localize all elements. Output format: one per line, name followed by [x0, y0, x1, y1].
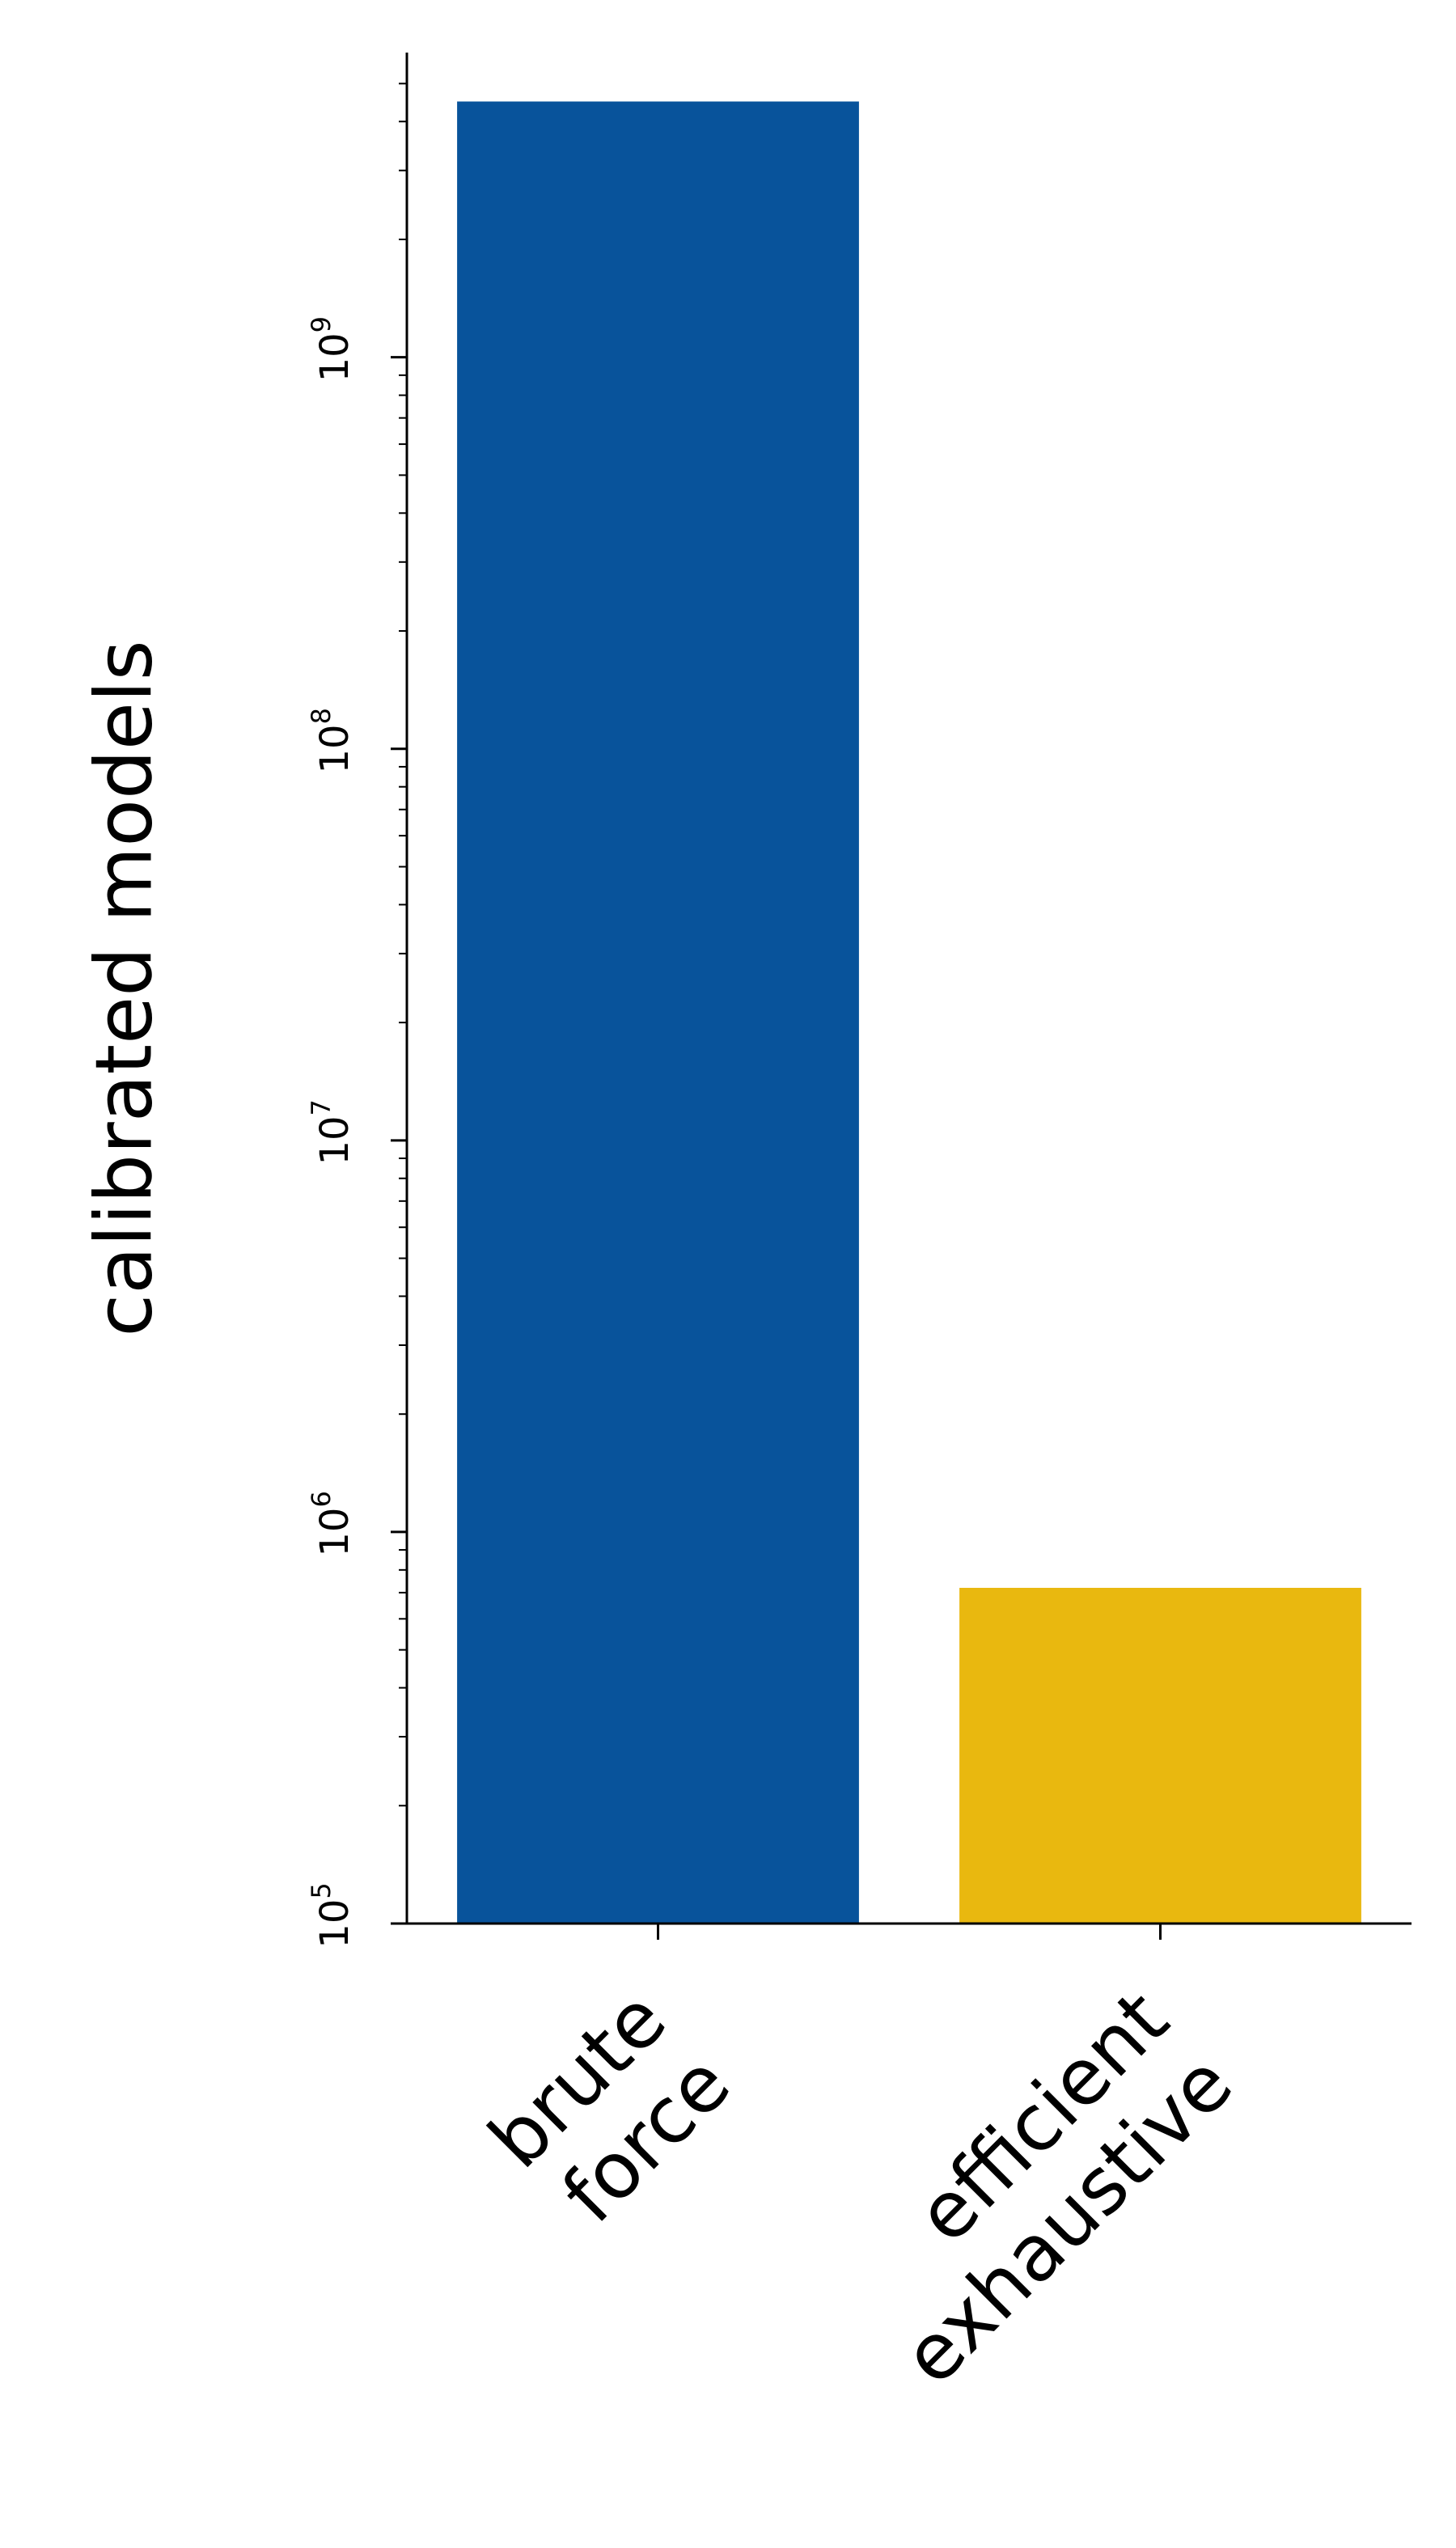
bar-efficient-exhaustive	[959, 1587, 1361, 1924]
y-tick-label-1e5: 105	[306, 1882, 358, 1948]
bar-brute-force	[457, 101, 859, 1924]
y-tick-label-1e8: 108	[306, 708, 358, 773]
y-ticks: 105 106 107 108 109	[306, 83, 407, 1949]
axes-layer	[405, 53, 1412, 1925]
x-ticks: bruteforce efficientexhaustive	[472, 1924, 1250, 2402]
x-tick-label-brute-force: bruteforce	[472, 1974, 747, 2250]
x-tick-label-efficient-exhaustive: efficientexhaustive	[821, 1974, 1250, 2402]
bars-layer	[457, 101, 1361, 1924]
y-axis-label: calibrated models	[78, 640, 169, 1336]
y-tick-label-1e9: 109	[306, 316, 358, 382]
y-tick-label-1e6: 106	[306, 1491, 358, 1556]
y-tick-label-1e7: 107	[306, 1099, 358, 1165]
